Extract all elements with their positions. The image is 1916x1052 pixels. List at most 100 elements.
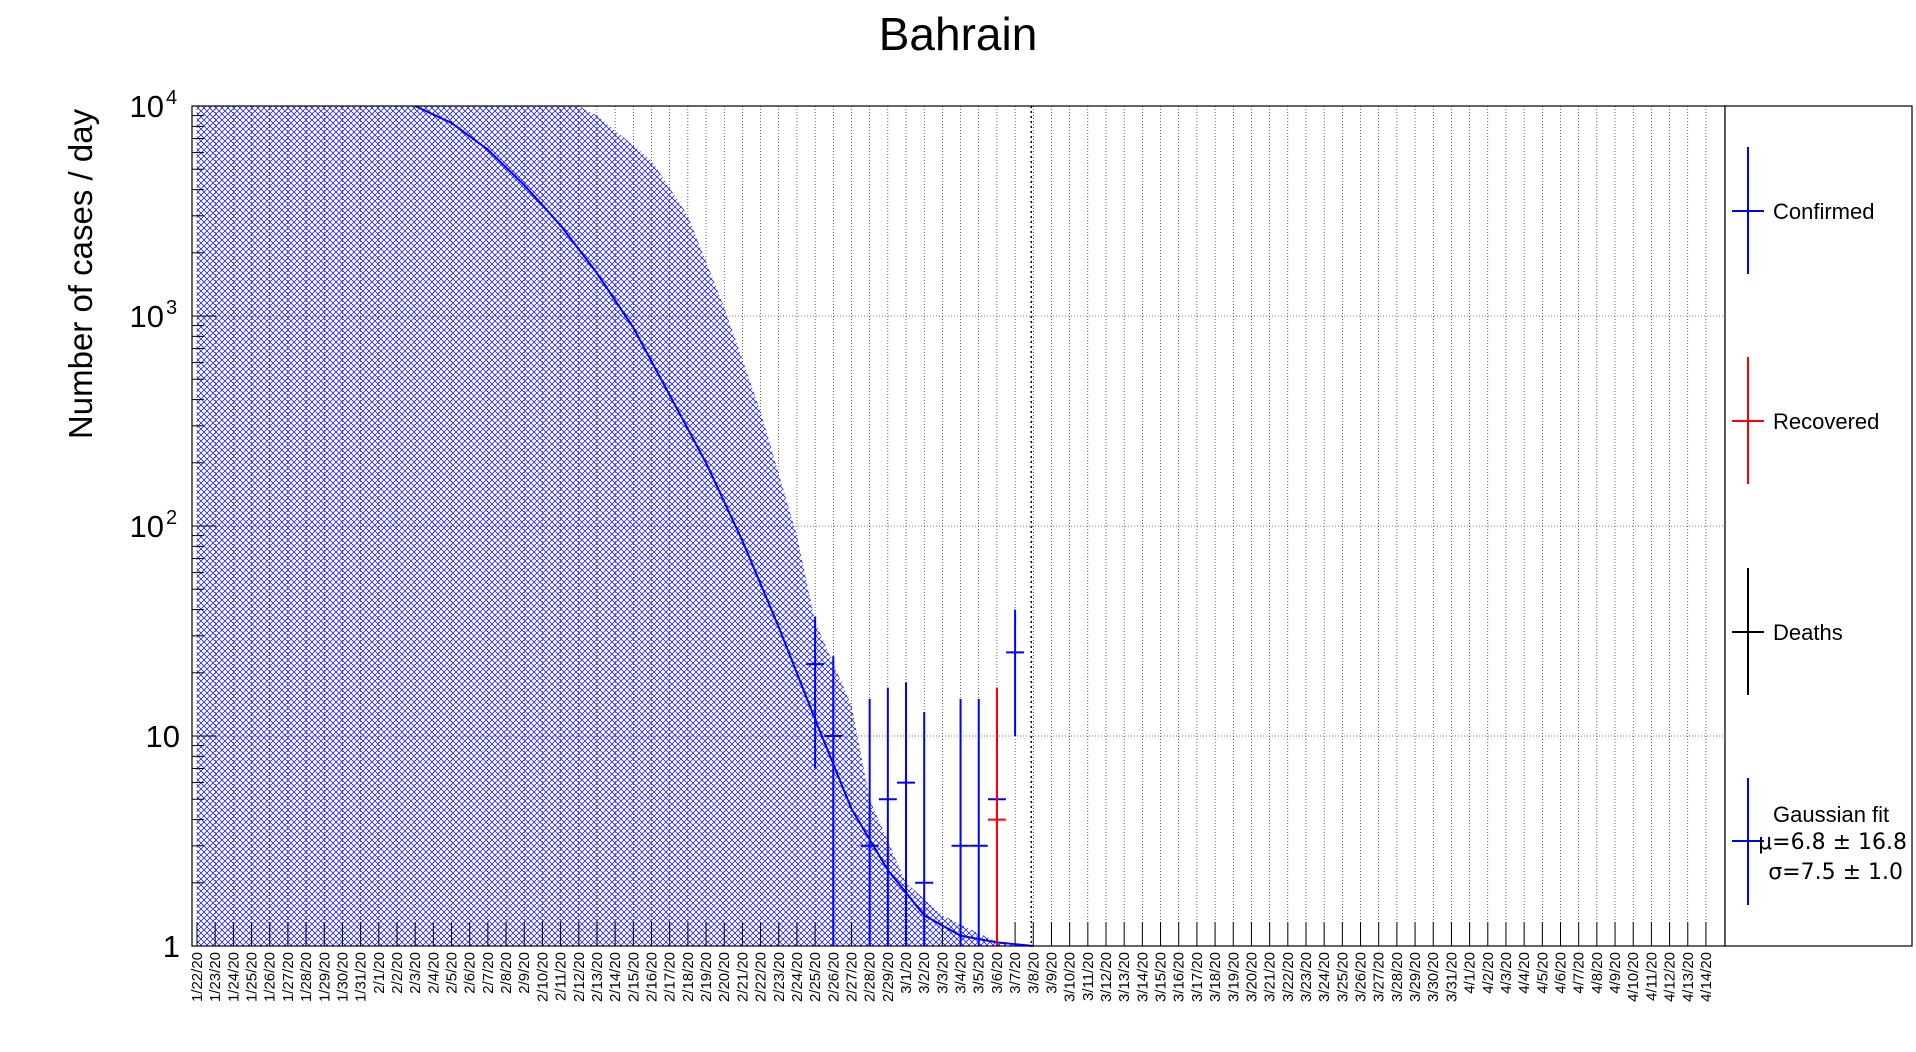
- x-tick-label: 4/13/20: [1680, 952, 1697, 1002]
- x-tick-label: 2/21/20: [734, 952, 751, 1002]
- x-tick-label: 3/28/20: [1389, 952, 1406, 1002]
- x-tick-label: 2/28/20: [862, 952, 879, 1002]
- x-tick-label: 4/2/20: [1480, 952, 1497, 994]
- data-points: [806, 609, 1025, 946]
- x-tick-label: 3/24/20: [1316, 952, 1333, 1002]
- x-tick-label: 3/4/20: [953, 952, 970, 994]
- x-tick-label: 2/24/20: [789, 952, 806, 1002]
- legend-box: [1724, 105, 1913, 947]
- x-tick-label: 3/1/20: [898, 952, 915, 994]
- x-axis-tick-labels: 1/22/20 1/23/20 1/24/20 1/25/20 1/26/20 1/27/…: [189, 952, 1715, 1002]
- x-tick-label: 3/17/20: [1189, 952, 1206, 1002]
- x-tick-label: 1/29/20: [316, 952, 333, 1002]
- data-point-recovered: [987, 687, 1006, 946]
- x-tick-label: 2/29/20: [880, 952, 897, 1002]
- gaussian-fit-curve: [414, 105, 1034, 947]
- x-tick-label: 3/19/20: [1225, 952, 1242, 1002]
- legend-fit-sigma: σ=7.5 ± 1.0: [1768, 860, 1903, 885]
- legend-fit-mu: μ=6.8 ± 16.8: [1758, 830, 1907, 855]
- x-tick-label: 3/2/20: [916, 952, 933, 994]
- data-point-confirmed: [951, 699, 970, 946]
- x-tick-label: 3/12/20: [1098, 952, 1115, 1002]
- x-tick-label: 4/11/20: [1643, 952, 1660, 1001]
- x-tick-label: 1/30/20: [334, 952, 351, 1002]
- x-tick-label: 2/19/20: [698, 952, 715, 1002]
- x-tick-label: 2/3/20: [407, 952, 424, 994]
- y-axis-label: Number of cases / day: [62, 108, 99, 439]
- x-tick-label: 1/23/20: [207, 952, 224, 1002]
- x-tick-label: 2/10/20: [534, 952, 551, 1002]
- x-tick-label: 2/18/20: [680, 952, 697, 1002]
- x-tick-label: 2/7/20: [480, 952, 497, 994]
- x-tick-label: 2/6/20: [462, 952, 479, 994]
- x-tick-label: 3/3/20: [934, 952, 951, 994]
- x-tick-label: 2/12/20: [571, 952, 588, 1002]
- legend-label-confirmed: Confirmed: [1773, 199, 1874, 224]
- y-tick-label: 10: [130, 89, 164, 124]
- x-tick-label: 3/5/20: [971, 952, 988, 994]
- x-tick-label: 4/8/20: [1589, 952, 1606, 994]
- x-tick-label: 2/25/20: [807, 952, 824, 1002]
- chart-title: Bahrain: [879, 8, 1038, 60]
- data-point-confirmed: [878, 687, 897, 946]
- x-tick-label: 3/8/20: [1025, 952, 1042, 994]
- x-tick-label: 2/16/20: [644, 952, 661, 1002]
- x-tick-label: 2/20/20: [716, 952, 733, 1002]
- legend-label-gaussian-fit: Gaussian fit: [1773, 802, 1889, 827]
- x-tick-label: 3/21/20: [1262, 952, 1279, 1002]
- data-point-confirmed: [969, 699, 988, 946]
- x-tick-label: 2/8/20: [498, 952, 515, 994]
- fit-curve-line: [414, 105, 1034, 947]
- x-tick-label: 3/30/20: [1425, 952, 1442, 1002]
- y-tick-label: 1: [163, 929, 180, 964]
- x-tick-label: 2/26/20: [825, 952, 842, 1002]
- x-tick-label: 3/27/20: [1371, 952, 1388, 1002]
- x-tick-label: 3/31/20: [1443, 952, 1460, 1002]
- x-tick-label: 2/13/20: [589, 952, 606, 1002]
- legend-label-deaths: Deaths: [1773, 620, 1843, 645]
- x-tick-label: 3/22/20: [1280, 952, 1297, 1002]
- x-tick-label: 3/9/20: [1043, 952, 1060, 994]
- x-tick-label: 3/6/20: [989, 952, 1006, 994]
- x-tick-label: 3/16/20: [1171, 952, 1188, 1002]
- data-point-confirmed: [915, 712, 934, 946]
- x-tick-label: 2/11/20: [553, 952, 570, 1001]
- legend-entry-gaussian-fit: Gaussian fit μ=6.8 ± 16.8 σ=7.5 ± 1.0: [1732, 778, 1907, 905]
- data-point-confirmed: [824, 656, 843, 946]
- x-tick-label: 2/27/20: [843, 952, 860, 1002]
- x-tick-label: 2/15/20: [625, 952, 642, 1002]
- y-tick-label: 10: [130, 509, 164, 544]
- x-tick-label: 2/23/20: [771, 952, 788, 1002]
- x-tick-label: 1/24/20: [225, 952, 242, 1002]
- x-tick-label: 2/14/20: [607, 952, 624, 1002]
- x-tick-label: 3/29/20: [1407, 952, 1424, 1002]
- x-tick-label: 1/25/20: [244, 952, 261, 1002]
- x-tick-label: 2/1/20: [371, 952, 388, 994]
- x-tick-label: 2/2/20: [389, 952, 406, 994]
- x-tick-label: 3/18/20: [1207, 952, 1224, 1002]
- x-tick-label: 2/4/20: [425, 952, 442, 994]
- data-point-confirmed: [897, 682, 916, 946]
- x-tick-label: 3/11/20: [1080, 952, 1097, 1001]
- x-tick-label: 3/25/20: [1334, 952, 1351, 1002]
- x-tick-label: 1/26/20: [262, 952, 279, 1002]
- x-tick-label: 4/7/20: [1571, 952, 1588, 994]
- x-tick-label: 2/17/20: [662, 952, 679, 1002]
- x-tick-label: 4/10/20: [1625, 952, 1642, 1002]
- x-tick-label: 4/5/20: [1534, 952, 1551, 994]
- y-tick-label: 10: [130, 299, 164, 334]
- x-tick-label: 3/23/20: [1298, 952, 1315, 1002]
- y-tick-label: 10: [146, 719, 180, 754]
- x-tick-label: 3/20/20: [1243, 952, 1260, 1002]
- legend-label-recovered: Recovered: [1773, 409, 1879, 434]
- x-tick-label: 3/15/20: [1153, 952, 1170, 1002]
- x-tick-label: 1/31/20: [353, 952, 370, 1002]
- x-tick-label: 3/7/20: [1007, 952, 1024, 994]
- data-point-confirmed: [860, 699, 879, 946]
- x-tick-label: 3/26/20: [1353, 952, 1370, 1002]
- x-tick-label: 3/14/20: [1134, 952, 1151, 1002]
- x-tick-label: 1/27/20: [280, 952, 297, 1002]
- legend-entry-recovered: Recovered: [1732, 357, 1879, 484]
- legend-entry-confirmed: Confirmed: [1732, 147, 1874, 274]
